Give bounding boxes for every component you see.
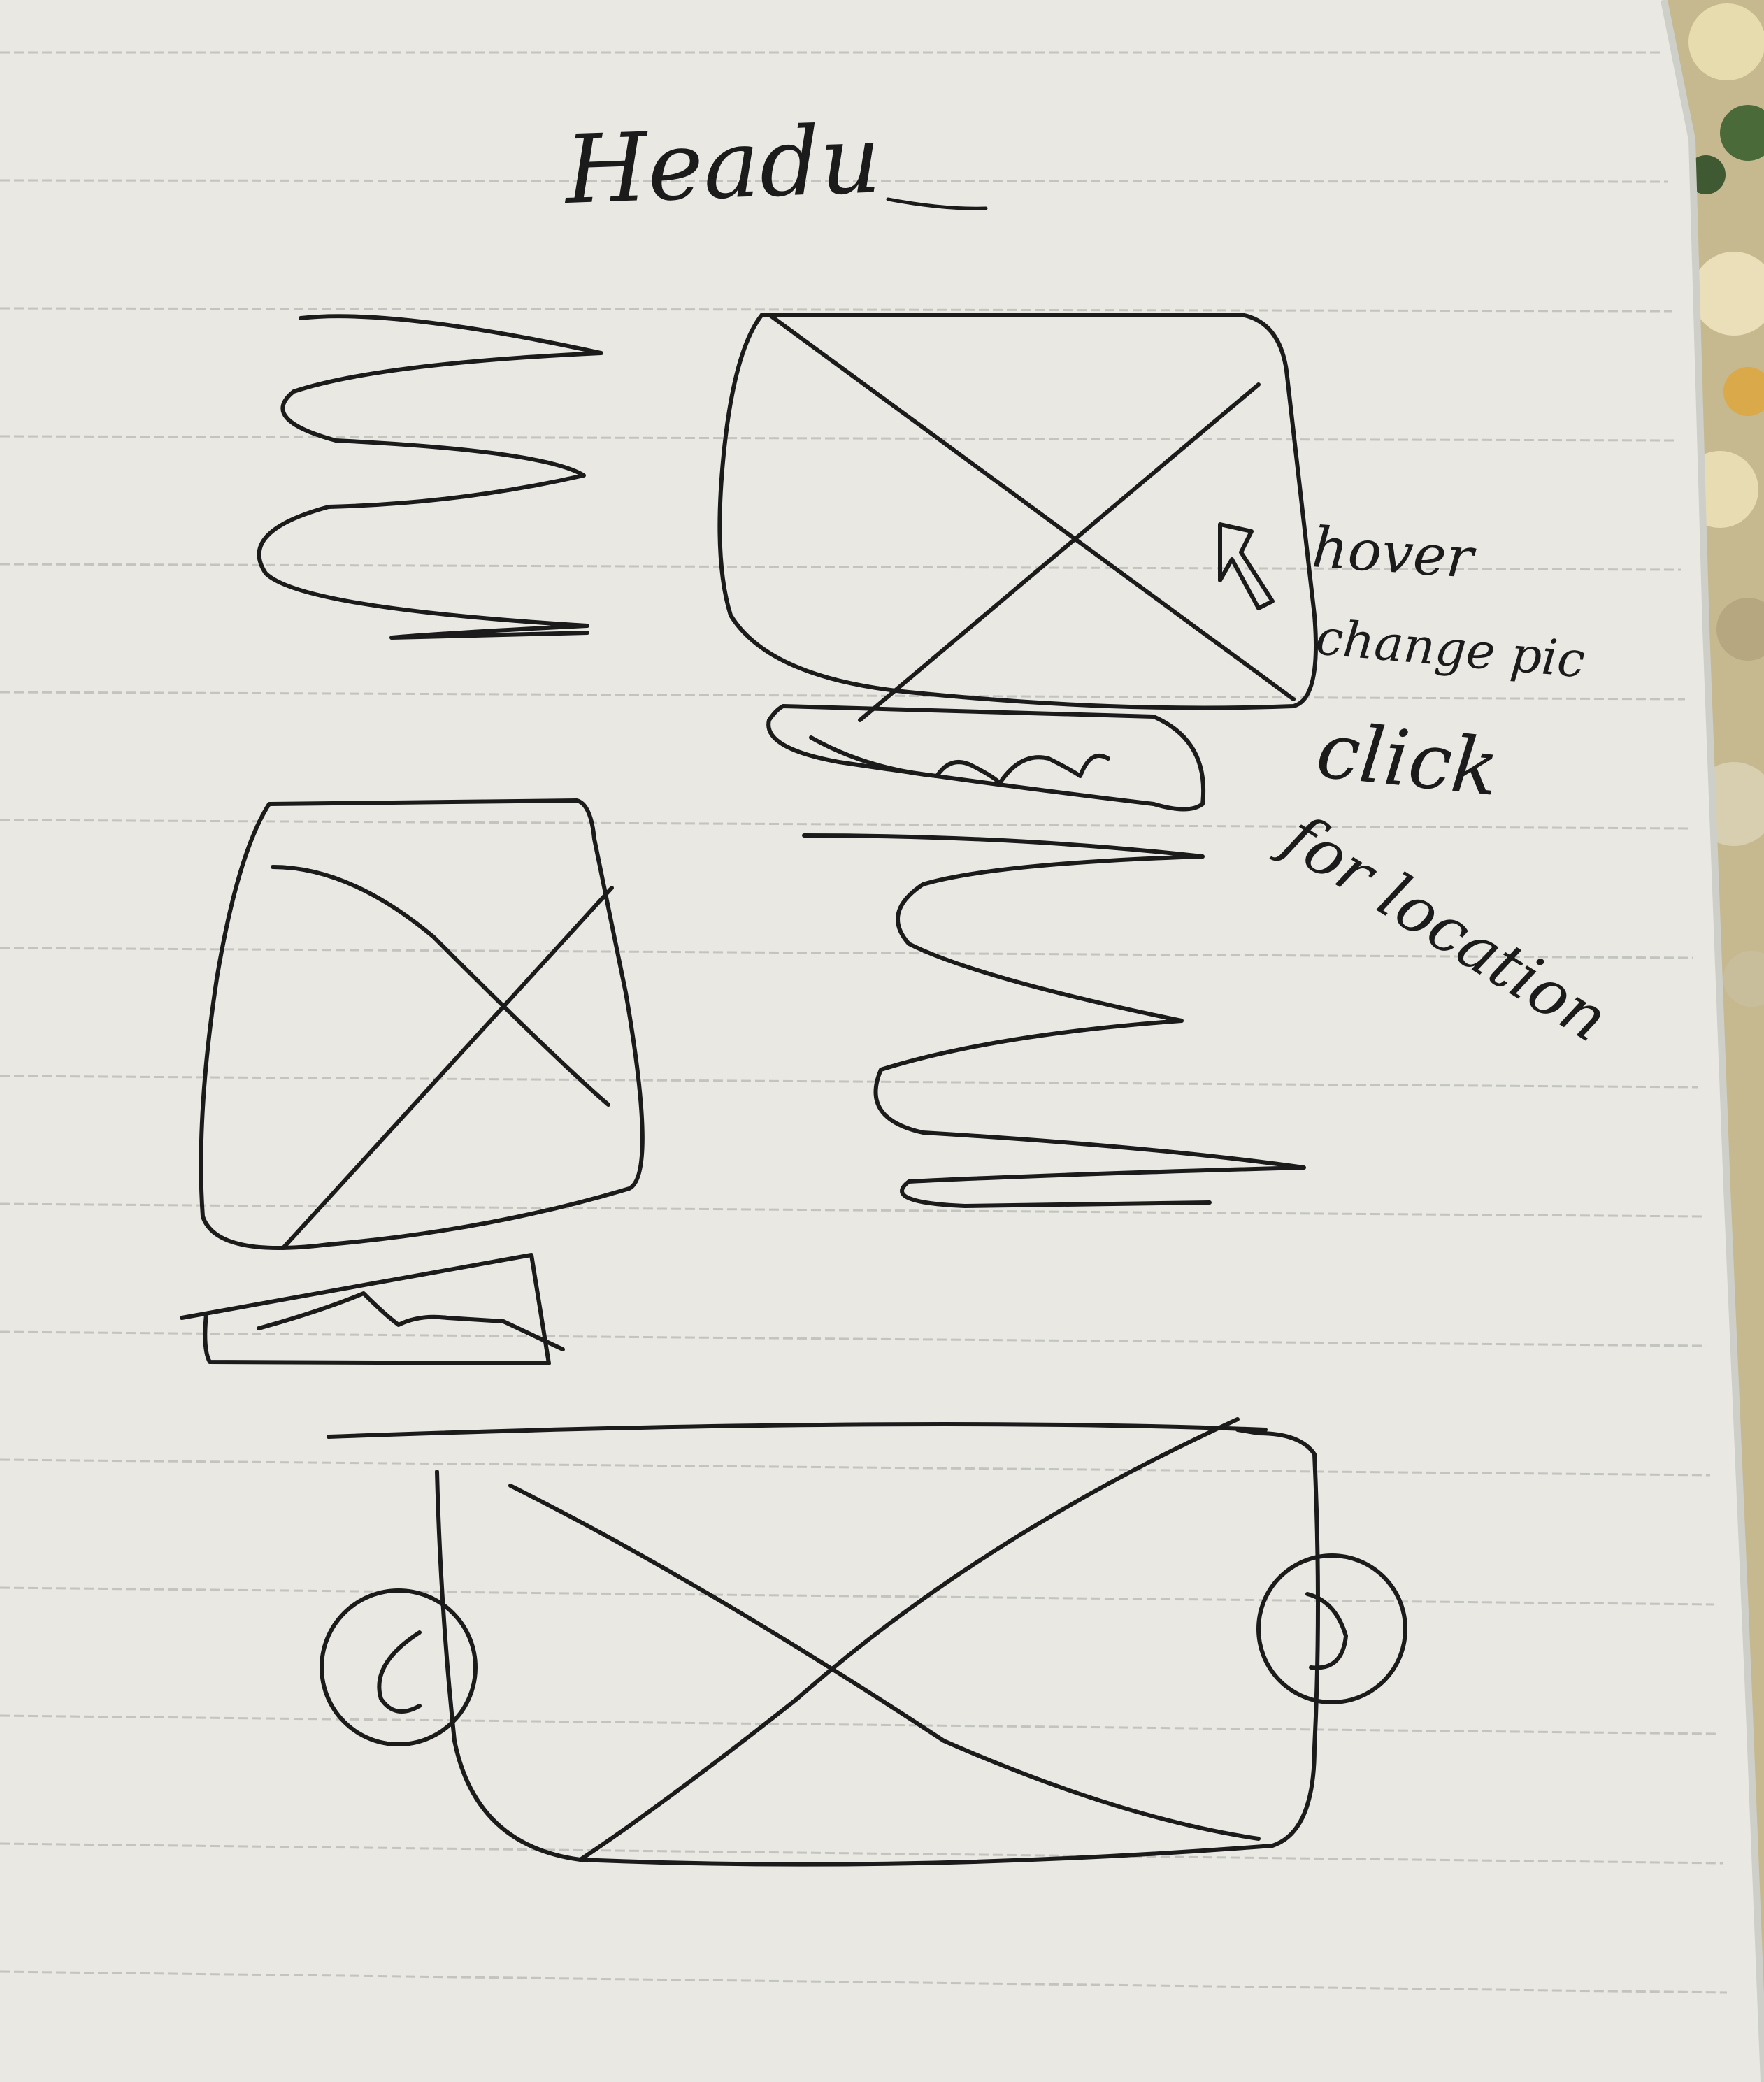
caption-box-top xyxy=(766,704,1206,812)
caption-box-left xyxy=(180,1253,551,1365)
rule-line xyxy=(0,691,1686,701)
carousel-top-line xyxy=(327,1422,1268,1439)
carousel-next-button[interactable] xyxy=(1256,1553,1407,1704)
rule-line xyxy=(0,307,1673,313)
rule-line xyxy=(0,947,1694,959)
rule-line xyxy=(0,179,1669,183)
rule-line xyxy=(0,1970,1728,1994)
annotation-click: click xyxy=(1312,705,1503,814)
rule-line xyxy=(0,819,1690,830)
cursor-arrow-icon xyxy=(1218,522,1275,610)
rule-line xyxy=(0,1714,1719,1735)
rule-line xyxy=(0,1202,1702,1218)
heading-text: Headu xyxy=(561,104,883,225)
image-placeholder-top xyxy=(717,313,1318,710)
rule-line xyxy=(0,563,1681,571)
rule-line xyxy=(0,1586,1715,1606)
annotation-hover: hover xyxy=(1310,515,1479,591)
chevron-right-icon xyxy=(1256,1553,1407,1704)
rule-lines xyxy=(0,51,1728,1994)
text-scribble-1 xyxy=(257,314,603,640)
image-placeholder-left xyxy=(199,798,645,1250)
rule-line xyxy=(0,1842,1723,1865)
rule-line xyxy=(0,1075,1698,1089)
chevron-left-icon xyxy=(320,1588,478,1746)
rule-line xyxy=(0,1458,1711,1477)
rule-line xyxy=(0,1330,1707,1347)
text-scribble-2 xyxy=(802,833,1306,1208)
carousel-prev-button[interactable] xyxy=(320,1588,478,1746)
